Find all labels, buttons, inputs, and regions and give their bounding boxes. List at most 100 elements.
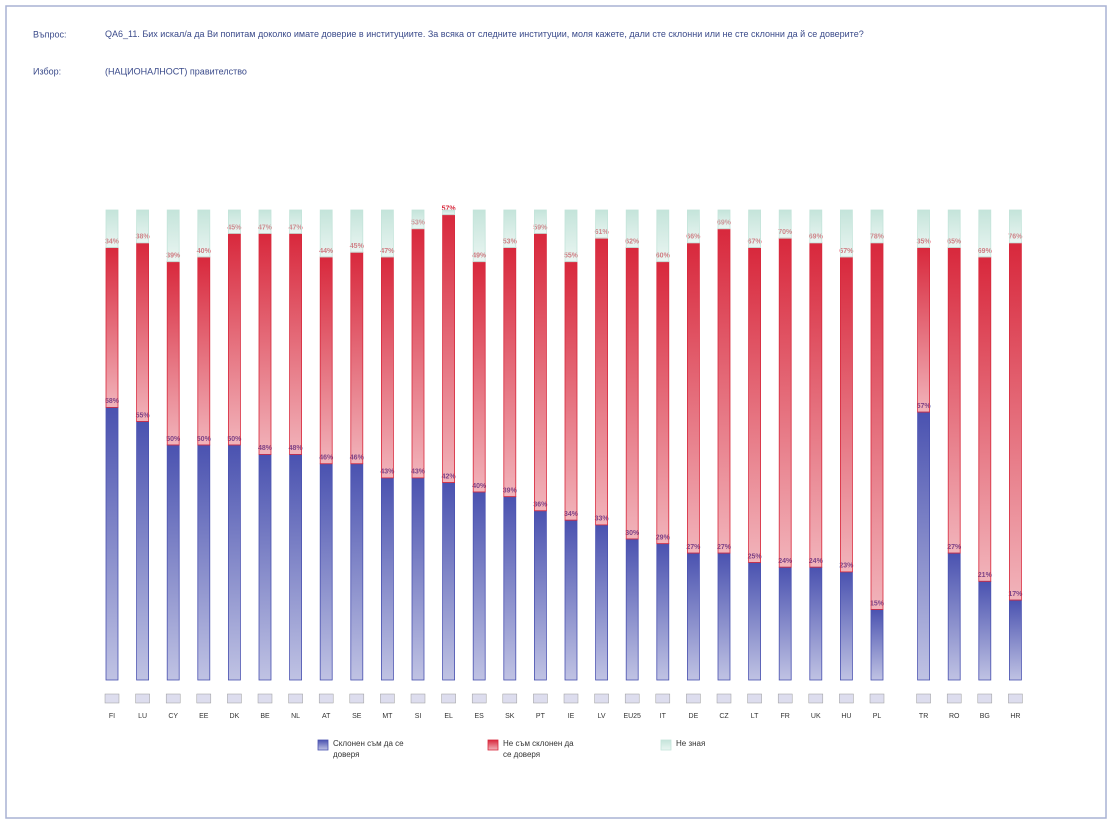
bar-segment	[917, 209, 930, 248]
frame	[5, 5, 1107, 819]
question-box: QA6_11. Бих искал/а да Ви попитам доколк…	[105, 29, 864, 39]
choice: (НАЦИОНАЛНОСТ) правителство	[105, 66, 247, 76]
bar-segment	[197, 209, 211, 258]
flag	[104, 693, 120, 704]
flag	[257, 693, 273, 704]
bar-segment	[197, 256, 211, 446]
bar-segment	[411, 228, 425, 479]
bar-segment	[319, 463, 333, 681]
x-tick-label: PL	[873, 713, 882, 720]
x-tick-label: LV	[598, 713, 606, 720]
bar-segment	[380, 209, 394, 258]
bar-segment	[625, 538, 639, 681]
legend-swatch	[317, 739, 329, 751]
flag	[716, 693, 732, 704]
x-tick-label: ES	[475, 713, 485, 720]
bar-segment	[917, 247, 930, 413]
bar-segment	[809, 566, 823, 681]
flag	[533, 693, 548, 704]
bar-segment	[411, 477, 425, 681]
x-tick-label: SK	[505, 713, 515, 720]
bar-segment	[350, 209, 364, 253]
bar-segment	[564, 261, 578, 521]
bar-segment	[870, 242, 884, 610]
legend-label: Склонен съм да се доверя	[333, 739, 404, 759]
flag	[165, 693, 181, 704]
bar-segment	[136, 242, 150, 422]
flag	[441, 693, 456, 704]
bar-segment	[105, 247, 119, 408]
bar-segment	[258, 209, 272, 234]
question: QA6_11. Бих искал/а да Ви попитам доколк…	[105, 29, 864, 39]
bar-segment	[625, 247, 639, 540]
x-tick-label: EE	[199, 713, 209, 720]
bar-segment	[319, 256, 333, 465]
x-tick-label: PT	[536, 713, 546, 720]
bar-segment	[534, 510, 547, 681]
bar-segment	[870, 209, 884, 244]
flag	[977, 693, 993, 704]
bar-segment	[472, 209, 486, 263]
x-tick-label: SI	[415, 713, 422, 720]
bar-segment	[947, 552, 961, 681]
x-tick-label: DK	[230, 713, 240, 720]
bar-segment	[947, 209, 961, 248]
flag	[227, 693, 242, 704]
bar-segment	[166, 209, 180, 263]
bar-segment	[840, 571, 853, 681]
bar-segment	[595, 524, 608, 681]
x-tick-label: HR	[1010, 713, 1020, 720]
bar-segment	[809, 209, 823, 244]
x-tick-label: CY	[168, 713, 178, 720]
x-tick-label: EL	[444, 713, 453, 720]
x-tick-label: TR	[919, 713, 928, 720]
x-tick-label: IE	[568, 713, 575, 720]
x-tick-label: UK	[811, 713, 821, 720]
bar-segment	[166, 444, 180, 681]
bar-segment	[166, 261, 180, 446]
bar-segment	[442, 214, 456, 483]
bar-segment	[748, 209, 761, 248]
flag	[502, 693, 518, 704]
bar-segment	[534, 233, 547, 512]
legend-box: Не съм склонен да се доверя	[503, 739, 574, 759]
x-tick-label: BG	[980, 713, 990, 720]
bar-segment	[687, 552, 700, 681]
flag	[869, 693, 885, 704]
bar-segment	[442, 482, 456, 681]
bar-segment	[472, 491, 486, 681]
bar-segment	[472, 261, 486, 493]
bar-segment	[656, 261, 670, 545]
legend-swatch	[660, 739, 672, 751]
bar-segment	[380, 256, 394, 479]
flag	[380, 693, 395, 704]
flag	[288, 693, 303, 704]
legend-box: Не зная	[676, 739, 705, 748]
x-tick-label: DE	[689, 713, 699, 720]
bar-segment	[105, 406, 119, 681]
x-tick-label: EU25	[623, 713, 641, 720]
bar-segment	[350, 463, 364, 681]
bar-segment	[258, 453, 272, 681]
bar-segment	[687, 242, 700, 554]
x-tick-label: LU	[138, 713, 147, 720]
bar-segment	[748, 562, 761, 681]
bar-segment	[258, 233, 272, 455]
bar-segment	[978, 256, 992, 582]
bar-segment	[289, 209, 303, 234]
bar-segment	[136, 209, 150, 244]
bar-segment	[1009, 242, 1022, 601]
flag	[1008, 693, 1023, 704]
bar-segment	[870, 609, 884, 681]
flag	[839, 693, 854, 704]
bar-segment	[840, 209, 853, 258]
bar-segment	[564, 209, 578, 263]
bar-segment	[778, 209, 792, 239]
bar-segment	[917, 411, 930, 681]
flag	[686, 693, 701, 704]
value-label: 57%	[442, 206, 457, 213]
flag	[655, 693, 671, 704]
bar-segment	[289, 453, 303, 681]
bar-segment	[625, 209, 639, 248]
